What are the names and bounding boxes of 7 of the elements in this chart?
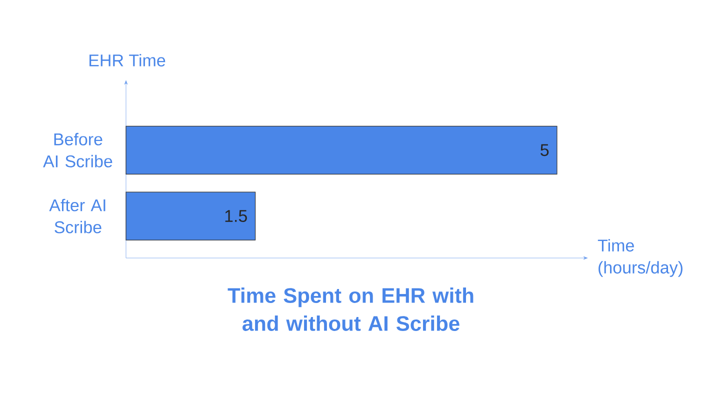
x-axis-title: Time (hours/day): [598, 239, 682, 277]
data-label: 5: [540, 144, 549, 156]
text: Time Spent on EHR with and without AI Scribe: [228, 288, 474, 331]
data-label: 1.5: [225, 210, 247, 222]
y-tick-label: After AI Scribe: [49, 198, 106, 234]
y-axis-title: EHR Time: [90, 54, 166, 66]
y-tick-label: Before AI Scribe: [43, 132, 112, 168]
